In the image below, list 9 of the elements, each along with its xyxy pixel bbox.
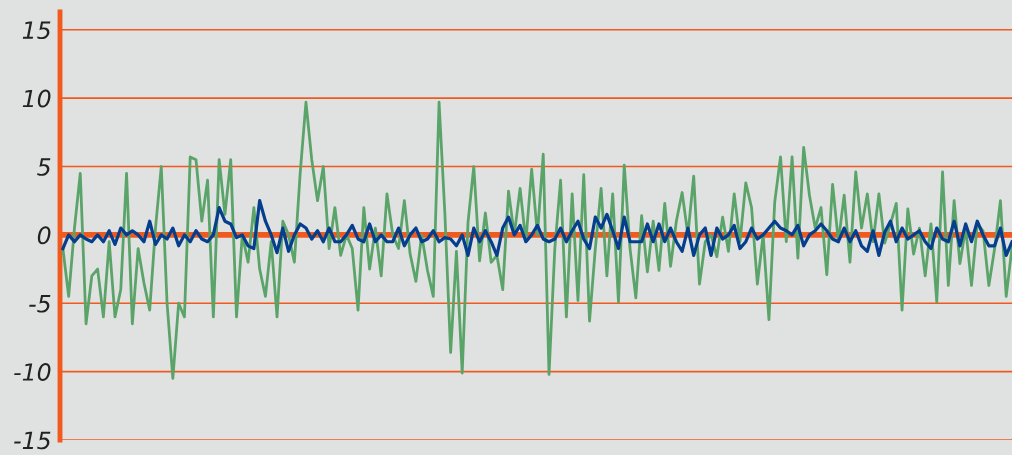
- y-tick-label: 15: [22, 21, 51, 40]
- y-tick-label: 10: [22, 89, 51, 108]
- y-tick-label: 5: [37, 158, 51, 176]
- line-series: [61, 100, 1012, 380]
- y-tick-label: 0: [37, 226, 51, 245]
- line-series: [61, 199, 1012, 257]
- y-tick-label: -5: [29, 295, 51, 313]
- y-tick-label: -15: [14, 431, 51, 450]
- y-tick-label: -10: [14, 363, 51, 381]
